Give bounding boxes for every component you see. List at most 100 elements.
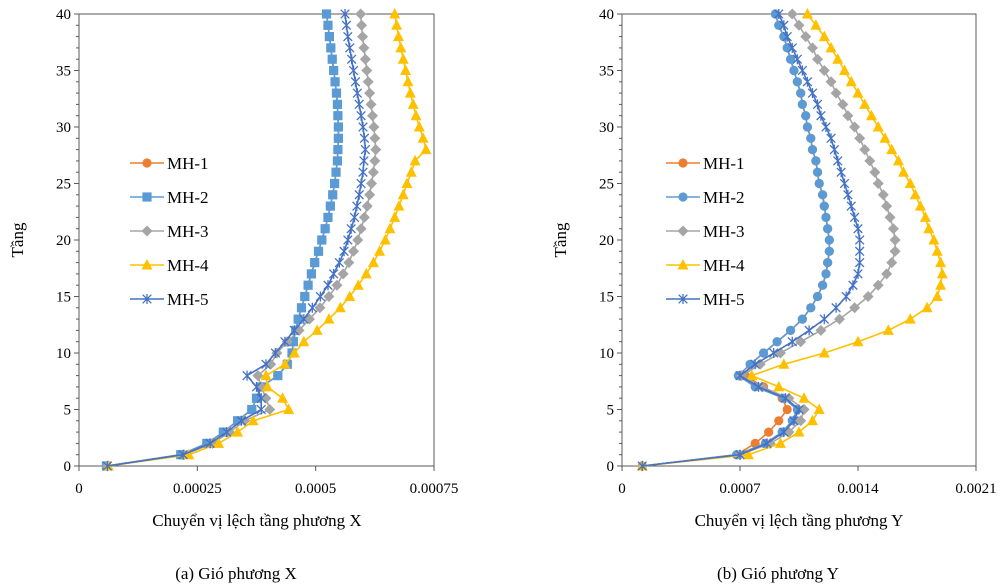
data-point <box>853 268 863 279</box>
data-point <box>846 201 857 212</box>
data-point <box>364 189 376 201</box>
data-point <box>420 143 432 155</box>
data-point <box>352 234 364 246</box>
data-point <box>789 415 799 426</box>
data-point <box>785 54 796 64</box>
data-point <box>807 145 818 155</box>
data-point <box>359 133 370 144</box>
data-point <box>359 53 371 65</box>
series-mh-2 <box>101 9 343 471</box>
data-point <box>242 370 252 381</box>
data-point <box>824 246 834 256</box>
data-point <box>852 335 864 347</box>
data-point <box>792 54 803 65</box>
data-point <box>389 211 401 222</box>
data-point <box>849 212 860 223</box>
data-point <box>782 404 792 415</box>
data-point <box>332 156 343 166</box>
data-point <box>837 98 849 110</box>
data-point <box>898 166 910 177</box>
data-point <box>213 437 225 448</box>
data-point <box>849 302 861 314</box>
data-point <box>818 65 830 76</box>
data-point <box>773 380 785 392</box>
data-point <box>854 246 865 257</box>
data-point <box>806 303 816 313</box>
data-point <box>821 269 831 279</box>
data-point <box>183 448 195 460</box>
data-point <box>935 279 947 290</box>
data-point <box>872 121 884 132</box>
data-point <box>310 258 320 268</box>
data-point <box>914 200 926 211</box>
data-point <box>802 76 813 87</box>
data-point <box>320 224 330 234</box>
data-point <box>792 77 802 87</box>
data-point <box>829 144 840 155</box>
x-tick-label: 0.0014 <box>837 481 879 497</box>
data-point <box>326 43 336 53</box>
data-point <box>842 110 854 122</box>
data-point <box>323 20 333 30</box>
series-line <box>642 13 896 467</box>
data-point <box>854 235 865 245</box>
data-point <box>831 302 841 313</box>
data-point <box>862 291 874 302</box>
data-point <box>886 143 898 155</box>
legend-marker <box>677 259 689 270</box>
legend-label: MH-5 <box>167 290 209 309</box>
data-point <box>349 212 360 223</box>
data-point <box>774 9 784 19</box>
data-point <box>904 177 916 188</box>
data-point <box>811 156 821 166</box>
data-point <box>358 211 370 223</box>
data-point <box>919 211 931 222</box>
data-point <box>904 313 916 324</box>
data-point <box>337 268 349 280</box>
data-point <box>865 109 877 121</box>
legend-label: MH-1 <box>703 154 745 173</box>
data-point <box>795 336 807 348</box>
data-point <box>331 88 342 98</box>
data-point <box>247 404 257 415</box>
data-point <box>879 132 891 143</box>
data-point <box>317 235 327 245</box>
data-point <box>402 75 414 87</box>
data-point <box>273 371 283 381</box>
y-tick-label: 35 <box>56 64 71 80</box>
series-line <box>107 13 367 467</box>
data-point <box>797 99 807 109</box>
data-point <box>236 415 247 426</box>
series-line <box>106 13 340 467</box>
data-point <box>753 381 764 392</box>
data-point <box>328 268 339 279</box>
data-point <box>854 132 866 144</box>
data-point <box>936 267 948 279</box>
data-point <box>367 256 379 268</box>
data-point <box>807 88 818 99</box>
data-point <box>289 325 300 336</box>
data-point <box>252 370 264 382</box>
data-point <box>321 9 332 19</box>
legend-marker <box>678 294 688 304</box>
data-point <box>841 291 851 302</box>
data-point <box>348 245 360 257</box>
y-tick-label: 0 <box>64 459 72 475</box>
x-tick-label: 0 <box>75 481 83 497</box>
data-point <box>818 347 830 358</box>
data-point <box>821 122 831 132</box>
data-point <box>333 122 343 132</box>
data-point <box>325 201 335 211</box>
data-point <box>293 314 303 324</box>
x-tick-label: 0.0005 <box>295 481 336 497</box>
data-point <box>800 31 812 43</box>
data-point <box>836 167 846 178</box>
data-point <box>928 234 940 245</box>
y-tick-label: 15 <box>56 290 71 306</box>
data-point <box>307 302 318 313</box>
legend-label: MH-4 <box>703 256 745 275</box>
x-tick-label: 0.0021 <box>955 481 996 497</box>
data-point <box>369 132 381 144</box>
data-point <box>397 53 409 64</box>
legend-label: MH-4 <box>167 256 209 275</box>
